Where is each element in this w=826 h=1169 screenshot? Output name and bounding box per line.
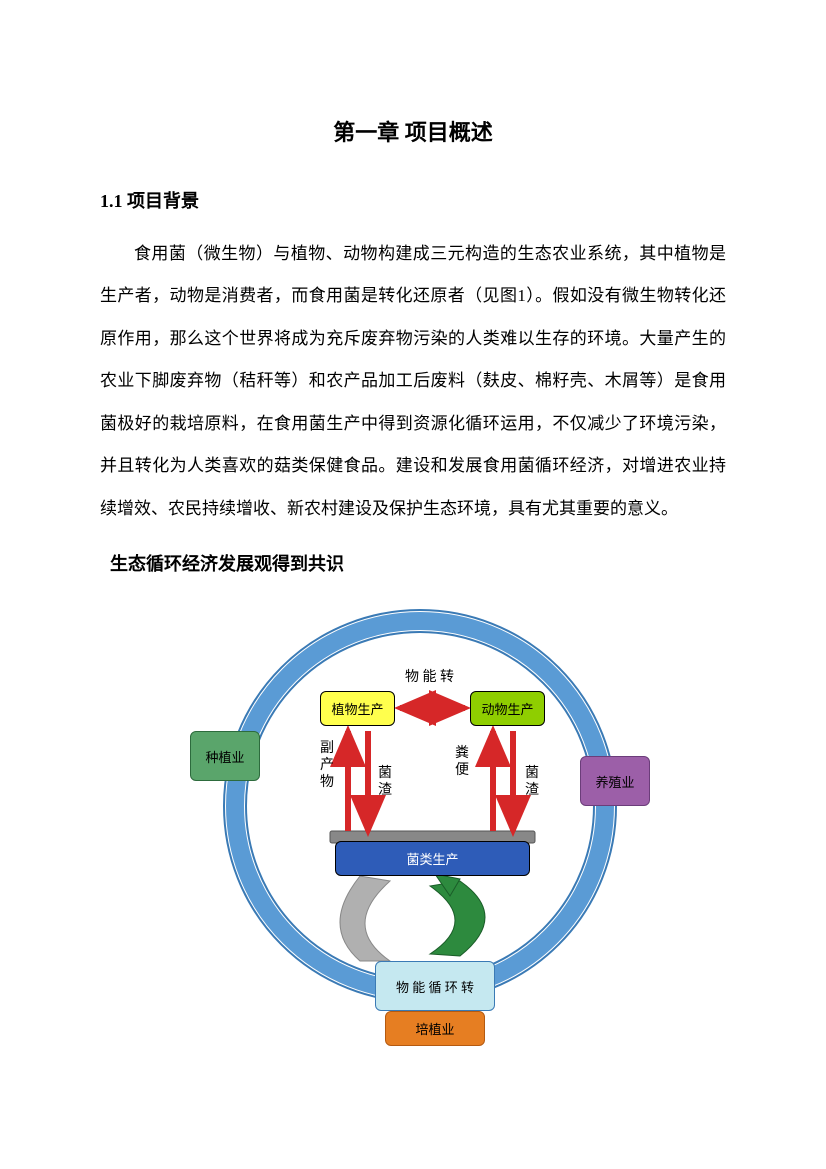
plant-prod-label: 植物生产	[331, 699, 383, 718]
section-title: 1.1 项目背景	[100, 187, 726, 213]
byproduct-label: 副产物	[320, 741, 336, 791]
top-transfer-label: 物 能 转	[405, 666, 454, 686]
breeding-label: 养殖业	[595, 772, 634, 791]
residue1-label: 菌渣	[378, 766, 394, 800]
cycle-diagram: 种植业 养殖业 培植业 植物生产 动物生产 菌类生产 物 能 循 环 转 物 能…	[160, 586, 680, 1056]
body-paragraph: 食用菌（微生物）与植物、动物构建成三元构造的生态农业系统，其中植物是生产者，动物…	[100, 233, 726, 531]
animal-prod-label: 动物生产	[481, 699, 533, 718]
cycle-box-label: 物 能 循 环 转	[396, 977, 474, 996]
residue2-text: 菌渣	[525, 766, 539, 798]
manure-text: 粪便	[455, 746, 469, 778]
cultivation-industry-node: 培植业	[385, 1011, 485, 1046]
cycle-box-node: 物 能 循 环 转	[375, 961, 495, 1011]
mushroom-prod-label: 菌类生产	[406, 849, 458, 868]
diagram-title: 生态循环经济发展观得到共识	[110, 550, 726, 576]
document-page: 第一章 项目概述 1.1 项目背景 食用菌（微生物）与植物、动物构建成三元构造的…	[0, 0, 826, 1116]
green-curve-arrow	[430, 881, 485, 956]
gray-curve-arrow	[340, 876, 390, 961]
residue2-label: 菌渣	[525, 766, 541, 800]
planting-industry-node: 种植业	[190, 731, 260, 781]
chapter-title: 第一章 项目概述	[100, 115, 726, 147]
planting-label: 种植业	[205, 747, 244, 766]
plant-production-node: 植物生产	[320, 691, 395, 726]
cultivation-label: 培植业	[415, 1019, 454, 1038]
mushroom-production-node: 菌类生产	[335, 841, 530, 876]
byproduct-text: 副产物	[320, 741, 334, 790]
animal-production-node: 动物生产	[470, 691, 545, 726]
manure-label: 粪便	[455, 746, 471, 780]
breeding-industry-node: 养殖业	[580, 756, 650, 806]
residue1-text: 菌渣	[378, 766, 392, 798]
